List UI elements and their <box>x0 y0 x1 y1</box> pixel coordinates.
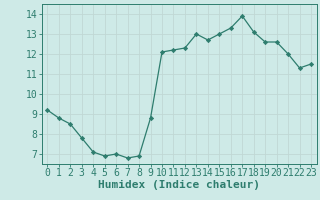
X-axis label: Humidex (Indice chaleur): Humidex (Indice chaleur) <box>98 180 260 190</box>
